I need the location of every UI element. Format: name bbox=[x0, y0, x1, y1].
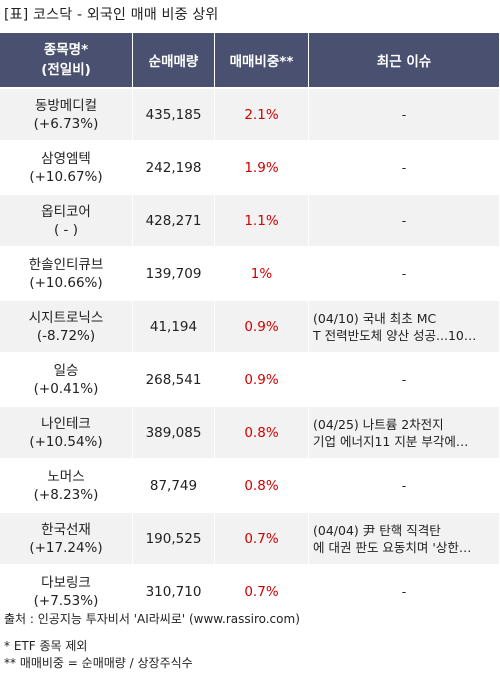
net-volume-cell: 242,198 bbox=[133, 140, 215, 193]
recent-issue-cell[interactable]: (04/25) 나트륨 2차전지 기업 에너지11 지분 부각에… bbox=[309, 405, 499, 458]
stock-name-cell: 시지트로닉스 (-8.72%) bbox=[0, 299, 133, 352]
table-row: 동방메디컬 (+6.73%) 435,185 2.1% - bbox=[0, 87, 499, 140]
stock-change: ( - ) bbox=[54, 221, 78, 238]
recent-issue-text: (04/10) 국내 최초 MC T 전력반도체 양산 성공...10… bbox=[313, 310, 477, 343]
stock-change: (+10.67%) bbox=[29, 168, 103, 185]
trading-ratio-cell: 1.1% bbox=[215, 193, 309, 246]
stock-name-cell: 옵티코어( - ) bbox=[0, 193, 133, 246]
trading-ratio-cell: 1.9% bbox=[215, 140, 309, 193]
trading-ratio-cell: 0.9% bbox=[215, 299, 309, 352]
table-row: 일승 (+0.41%) 268,541 0.9% - bbox=[0, 352, 499, 405]
recent-issue-text: - bbox=[401, 266, 407, 281]
net-volume-cell: 41,194 bbox=[133, 299, 215, 352]
recent-issue-cell[interactable]: (04/10) 국내 최초 MC T 전력반도체 양산 성공...10… bbox=[309, 299, 499, 352]
stock-name-cell: 한국선재 (+17.24%) bbox=[0, 511, 133, 564]
stock-name: 삼영엠텍 bbox=[41, 150, 91, 167]
net-volume-cell: 435,185 bbox=[133, 87, 215, 140]
stock-name: 일승 bbox=[53, 362, 79, 379]
stock-name: 노머스 bbox=[47, 468, 85, 485]
stock-name-cell: 일승 (+0.41%) bbox=[0, 352, 133, 405]
header-name: 종목명* (전일비) bbox=[0, 33, 133, 87]
header-ratio: 매매비중** bbox=[215, 33, 309, 87]
recent-issue-cell: - bbox=[309, 458, 499, 511]
stock-name: 한솔인티큐브 bbox=[28, 256, 104, 273]
stock-name: 옵티코어 bbox=[41, 203, 91, 220]
table-row: 삼영엠텍 (+10.67%) 242,198 1.9% - bbox=[0, 140, 499, 193]
trading-ratio-cell: 0.8% bbox=[215, 405, 309, 458]
header-volume: 순매매량 bbox=[133, 33, 215, 87]
recent-issue-cell: - bbox=[309, 352, 499, 405]
table-row: 나인테크 (+10.54%) 389,085 0.8% (04/25) 나트륨 2차전지… bbox=[0, 405, 499, 458]
recent-issue-cell: - bbox=[309, 193, 499, 246]
header-issue: 최근 이슈 bbox=[309, 33, 499, 87]
trading-ratio-cell: 0.8% bbox=[215, 458, 309, 511]
net-volume-cell: 190,525 bbox=[133, 511, 215, 564]
trading-ratio-cell: 0.7% bbox=[215, 511, 309, 564]
source-note: 출처 : 인공지능 투자비서 'AI라씨로' (www.rassiro.com) bbox=[4, 612, 300, 626]
net-volume-cell: 389,085 bbox=[133, 405, 215, 458]
trading-ratio-cell: 0.7% bbox=[215, 564, 309, 617]
stock-name-cell: 다보링크 (+7.53%) bbox=[0, 564, 133, 617]
table-row: 다보링크 (+7.53%) 310,710 0.7% - bbox=[0, 564, 499, 617]
stock-name-cell: 동방메디컬 (+6.73%) bbox=[0, 87, 133, 140]
table-row: 한솔인티큐브 (+10.66%) 139,709 1% - bbox=[0, 246, 499, 299]
recent-issue-cell: - bbox=[309, 140, 499, 193]
table-row: 한국선재 (+17.24%) 190,525 0.7% (04/04) 尹 탄핵 직격탄… bbox=[0, 511, 499, 564]
table-row: 시지트로닉스 (-8.72%) 41,194 0.9% (04/10) 국내 최초 MC… bbox=[0, 299, 499, 352]
etf-exclusion-note: * ETF 종목 제외 bbox=[4, 639, 88, 653]
net-volume-cell: 310,710 bbox=[133, 564, 215, 617]
recent-issue-text: - bbox=[401, 584, 407, 599]
stock-change: (+8.23%) bbox=[33, 486, 99, 503]
trading-ratio-cell: 0.9% bbox=[215, 352, 309, 405]
recent-issue-text: (04/25) 나트륨 2차전지 기업 에너지11 지분 부각에… bbox=[313, 416, 469, 449]
stock-change: (+10.54%) bbox=[29, 433, 103, 450]
net-volume-cell: 139,709 bbox=[133, 246, 215, 299]
recent-issue-cell[interactable]: (04/04) 尹 탄핵 직격탄 에 대권 판도 요동치며 '상한… bbox=[309, 511, 499, 564]
stock-name: 시지트로닉스 bbox=[28, 309, 104, 326]
ratio-definition-note: ** 매매비중 = 순매매량 / 상장주식수 bbox=[4, 656, 193, 670]
stock-change: (-8.72%) bbox=[36, 327, 96, 344]
table-row: 옵티코어( - ) 428,271 1.1% - bbox=[0, 193, 499, 246]
stock-change: (+7.53%) bbox=[33, 592, 99, 609]
stock-name-cell: 한솔인티큐브 (+10.66%) bbox=[0, 246, 133, 299]
stock-change: (+17.24%) bbox=[29, 539, 103, 556]
stock-name: 동방메디컬 bbox=[34, 97, 98, 114]
foreign-trading-table: 종목명* (전일비) 순매매량 매매비중** 최근 이슈 동방메디컬 (+6.73… bbox=[0, 33, 499, 617]
stock-change: (+0.41%) bbox=[33, 380, 99, 397]
recent-issue-text: - bbox=[401, 213, 407, 228]
recent-issue-text: - bbox=[401, 372, 407, 387]
recent-issue-text: (04/04) 尹 탄핵 직격탄 에 대권 판도 요동치며 '상한… bbox=[313, 522, 472, 555]
stock-name: 한국선재 bbox=[41, 521, 91, 538]
recent-issue-cell: - bbox=[309, 564, 499, 617]
stock-change: (+10.66%) bbox=[29, 274, 103, 291]
page-title: [표] 코스닥 - 외국인 매매 비중 상위 bbox=[4, 7, 219, 23]
stock-change: (+6.73%) bbox=[33, 115, 99, 132]
trading-ratio-cell: 2.1% bbox=[215, 87, 309, 140]
recent-issue-cell: - bbox=[309, 87, 499, 140]
table-row: 노머스 (+8.23%) 87,749 0.8% - bbox=[0, 458, 499, 511]
stock-name: 다보링크 bbox=[41, 574, 91, 591]
net-volume-cell: 268,541 bbox=[133, 352, 215, 405]
recent-issue-text: - bbox=[401, 478, 407, 493]
stock-name-cell: 노머스 (+8.23%) bbox=[0, 458, 133, 511]
recent-issue-text: - bbox=[401, 107, 407, 122]
recent-issue-text: - bbox=[401, 160, 407, 175]
trading-ratio-cell: 1% bbox=[215, 246, 309, 299]
stock-name-cell: 나인테크 (+10.54%) bbox=[0, 405, 133, 458]
net-volume-cell: 87,749 bbox=[133, 458, 215, 511]
stock-name: 나인테크 bbox=[41, 415, 91, 432]
stock-name-cell: 삼영엠텍 (+10.67%) bbox=[0, 140, 133, 193]
net-volume-cell: 428,271 bbox=[133, 193, 215, 246]
table-header-row: 종목명* (전일비) 순매매량 매매비중** 최근 이슈 bbox=[0, 33, 499, 87]
recent-issue-cell: - bbox=[309, 246, 499, 299]
